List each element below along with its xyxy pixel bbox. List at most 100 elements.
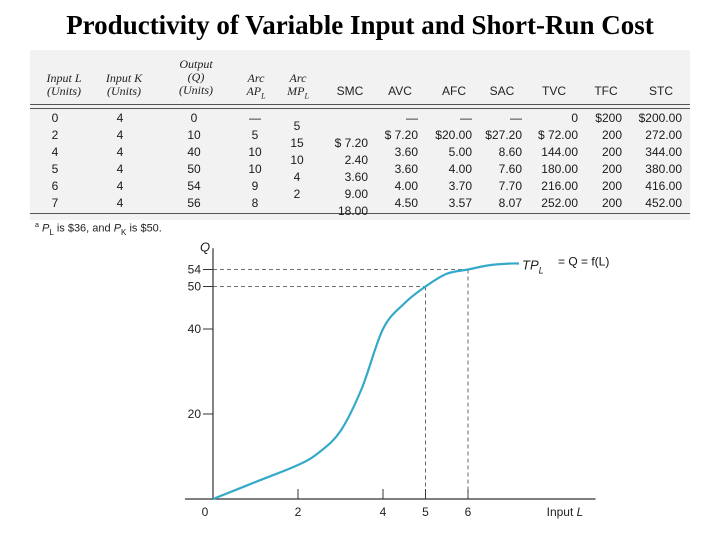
table-cell: 200 bbox=[601, 179, 622, 193]
header-rule-bottom bbox=[30, 108, 690, 109]
table-cell: 7.60 bbox=[498, 162, 522, 176]
table-cell: 4 bbox=[116, 145, 124, 159]
table-cell: 380.00 bbox=[645, 162, 682, 176]
table-cell: 4 bbox=[51, 145, 59, 159]
header-output: Output (Q) (Units) bbox=[179, 57, 213, 97]
y-axis-label: Q bbox=[200, 239, 210, 254]
table-cell: 4 bbox=[293, 170, 301, 184]
table-cell: 272.00 bbox=[645, 128, 682, 142]
table-cell: 180.00 bbox=[541, 162, 578, 176]
header-afc: AFC bbox=[442, 84, 466, 98]
header-arc-ap: Arc APL bbox=[246, 71, 266, 101]
y-tick-label: 54 bbox=[188, 263, 202, 277]
table-cell: 2.40 bbox=[344, 153, 368, 167]
table-cell: 3.60 bbox=[394, 145, 418, 159]
header-smc: SMC bbox=[336, 84, 364, 98]
table-cell: — bbox=[249, 111, 261, 125]
table-cell: 10 bbox=[248, 162, 262, 176]
table-cell: 18.00 bbox=[337, 204, 368, 218]
table-cell: $200.00 bbox=[638, 111, 682, 125]
table-cell: 200 bbox=[601, 128, 622, 142]
table-cell: 4 bbox=[116, 196, 124, 210]
chart-panel bbox=[30, 220, 690, 520]
table-cell: — bbox=[406, 111, 418, 125]
table-cell: 10 bbox=[187, 128, 201, 142]
x-tick-label: 2 bbox=[295, 505, 302, 519]
table-cell: 252.00 bbox=[541, 196, 578, 210]
table-cell: 3.57 bbox=[448, 196, 472, 210]
table-cell: 0 bbox=[571, 111, 578, 125]
table-cell: 4.00 bbox=[448, 162, 472, 176]
table-cell: 4 bbox=[116, 179, 124, 193]
table-cell: 4.00 bbox=[394, 179, 418, 193]
table-cell: 3.60 bbox=[394, 162, 418, 176]
table-cell: $ 7.20 bbox=[384, 128, 418, 142]
y-tick-label: 20 bbox=[188, 407, 202, 421]
slide-title: Productivity of Variable Input and Short… bbox=[66, 10, 654, 40]
table-cell: $ 7.20 bbox=[334, 136, 368, 150]
x-axis-label: Input L bbox=[547, 505, 584, 519]
table-cell: 10 bbox=[290, 153, 304, 167]
table-cell: $20.00 bbox=[435, 128, 472, 142]
table-cell: 2 bbox=[293, 187, 301, 201]
table-cell: 3.60 bbox=[344, 170, 368, 184]
series-label: TPL bbox=[522, 258, 544, 276]
table-cell: 10 bbox=[248, 145, 262, 159]
table-cell: 9.00 bbox=[344, 187, 368, 201]
equation-label: = Q = f(L) bbox=[558, 255, 609, 269]
table-cell: 4.50 bbox=[394, 196, 418, 210]
table-cell: $200 bbox=[595, 111, 622, 125]
x-tick-label: 6 bbox=[465, 505, 472, 519]
header-rule-top bbox=[30, 104, 690, 105]
table-cell: 5 bbox=[293, 119, 301, 133]
table-cell: 452.00 bbox=[645, 196, 682, 210]
x-tick-label: 5 bbox=[422, 505, 429, 519]
table-cell: 4 bbox=[116, 162, 124, 176]
table-cell: 216.00 bbox=[541, 179, 578, 193]
table-cell: 8.07 bbox=[498, 196, 522, 210]
header-tfc: TFC bbox=[594, 84, 618, 98]
header-arc-mp: Arc MPL bbox=[287, 71, 309, 101]
table-cell: $27.20 bbox=[485, 128, 522, 142]
table-cell: 3.70 bbox=[448, 179, 472, 193]
table-cell: — bbox=[460, 111, 472, 125]
y-tick-label: 50 bbox=[188, 280, 202, 294]
tp-curve bbox=[212, 262, 520, 501]
table-cell: 200 bbox=[601, 145, 622, 159]
table-cell: 54 bbox=[187, 179, 201, 193]
table-cell: 8 bbox=[251, 196, 259, 210]
table-cell: 344.00 bbox=[645, 145, 682, 159]
header-input-k: Input K (Units) bbox=[105, 71, 143, 98]
table-cell: 0 bbox=[51, 111, 59, 125]
table-cell: 4 bbox=[116, 111, 124, 125]
table-panel bbox=[30, 50, 690, 220]
table-cell: 416.00 bbox=[645, 179, 682, 193]
table-cell: 144.00 bbox=[541, 145, 578, 159]
table-rule-bottom bbox=[30, 213, 690, 214]
table-cell: $ 72.00 bbox=[537, 128, 578, 142]
header-stc: STC bbox=[649, 84, 673, 98]
table-cell: 200 bbox=[601, 162, 622, 176]
table-cell: 2 bbox=[51, 128, 59, 142]
table-cell: 7.70 bbox=[498, 179, 522, 193]
table-cell: 4 bbox=[116, 128, 124, 142]
table-cell: 5.00 bbox=[448, 145, 472, 159]
header-avc: AVC bbox=[388, 84, 412, 98]
origin-label: 0 bbox=[202, 505, 209, 519]
table-cell: 9 bbox=[251, 179, 259, 193]
table-cell: — bbox=[510, 111, 522, 125]
table-footnote: a PL is $36, and PK is $50. bbox=[35, 222, 162, 237]
x-tick-label: 4 bbox=[380, 505, 387, 519]
table-cell: 56 bbox=[187, 196, 201, 210]
table-cell: 8.60 bbox=[498, 145, 522, 159]
table-cell: 0 bbox=[190, 111, 198, 125]
header-tvc: TVC bbox=[542, 84, 566, 98]
header-sac: SAC bbox=[489, 84, 515, 98]
table-cell: 200 bbox=[601, 196, 622, 210]
table-cell: 5 bbox=[251, 128, 259, 142]
table-cell: 50 bbox=[187, 162, 201, 176]
table-cell: 5 bbox=[51, 162, 59, 176]
table-cell: 15 bbox=[290, 136, 304, 150]
table-cell: 7 bbox=[51, 196, 59, 210]
